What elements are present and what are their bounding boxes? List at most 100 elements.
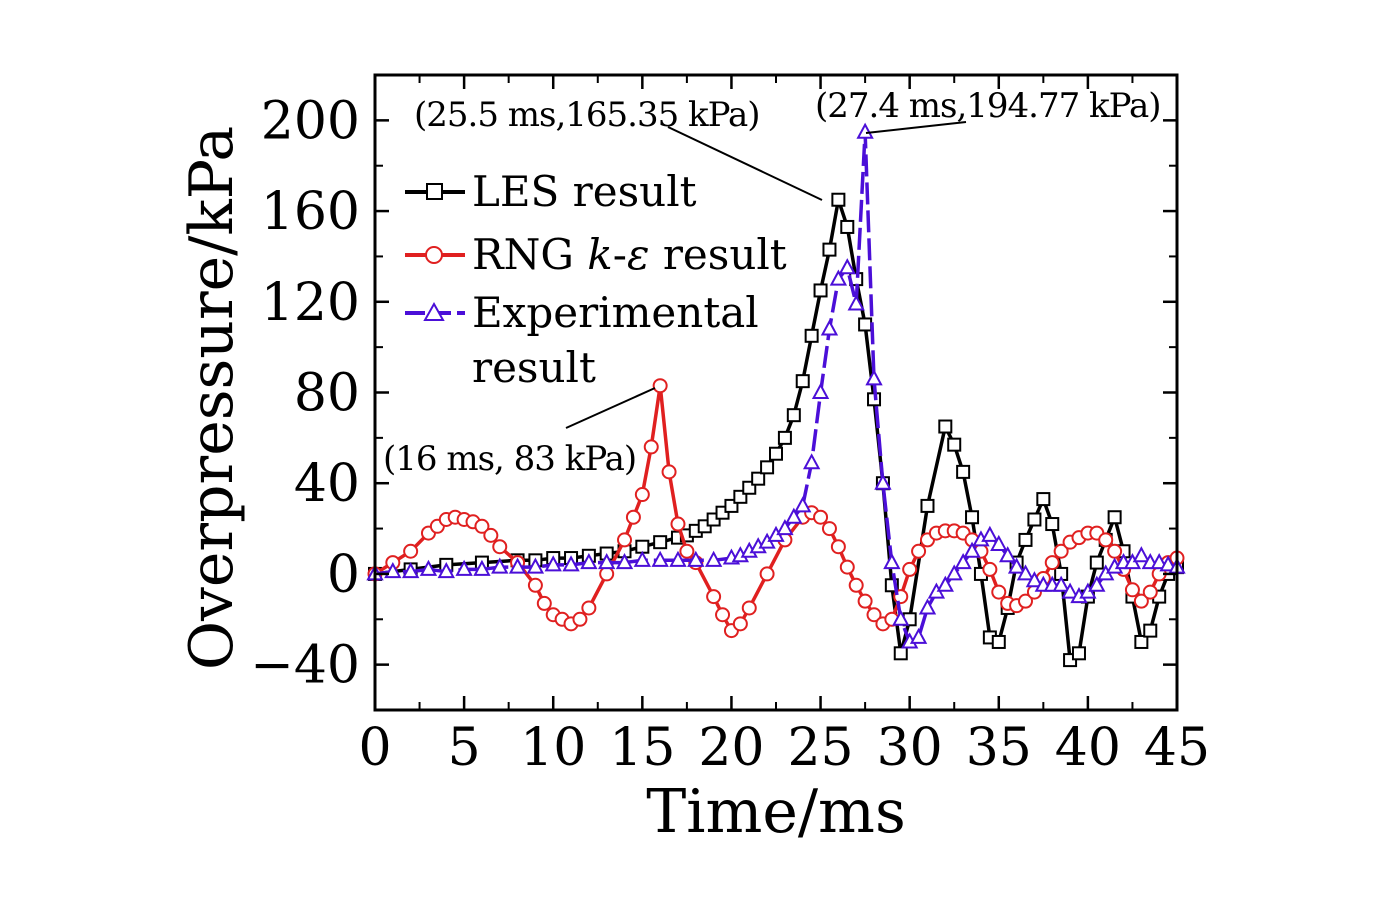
legend-item-les: LES result — [405, 167, 697, 216]
data-point-2-35 — [856, 122, 874, 139]
data-point-0-63 — [1134, 634, 1149, 649]
series-2 — [366, 122, 1186, 649]
data-point-2-45 — [945, 564, 963, 581]
data-point-1-25 — [652, 378, 668, 394]
data-point-2-7 — [491, 557, 509, 574]
data-point-2-1 — [384, 562, 402, 579]
data-point-2-36 — [865, 369, 883, 386]
data-point-2-53 — [1016, 564, 1035, 581]
data-point-1-39 — [813, 509, 829, 525]
data-point-2-41 — [909, 627, 928, 644]
data-point-1-23 — [634, 487, 650, 503]
data-point-2-57 — [1052, 575, 1070, 592]
data-point-1-19 — [581, 600, 597, 616]
data-point-0-24 — [769, 446, 783, 461]
x-tick-label-2: 10 — [520, 718, 586, 778]
data-point-2-19 — [704, 550, 723, 567]
data-point-2-10 — [544, 555, 562, 572]
data-point-2-11 — [562, 555, 580, 572]
data-point-1-66 — [1053, 543, 1069, 559]
data-point-2-26 — [776, 518, 794, 536]
legend-exp-label-line2: result — [472, 343, 596, 392]
data-point-2-9 — [526, 557, 545, 574]
data-point-2-54 — [1025, 571, 1044, 588]
data-point-0-43 — [956, 464, 971, 479]
data-point-1-71 — [1098, 532, 1114, 548]
data-point-1-9 — [474, 518, 490, 534]
data-point-0-56 — [1071, 646, 1086, 661]
data-point-0-53 — [1045, 517, 1060, 532]
x-tick-label-3: 15 — [609, 718, 675, 778]
x-tick-label-5: 25 — [787, 718, 853, 778]
data-point-2-50 — [990, 534, 1008, 551]
data-point-1-34 — [741, 600, 757, 616]
data-point-1-11 — [492, 539, 508, 555]
data-point-0-22 — [751, 471, 766, 486]
legend-exp-label-line1: Experimental — [472, 288, 759, 337]
data-point-2-61 — [1088, 575, 1106, 592]
data-point-2-15 — [633, 550, 652, 567]
data-point-0-42 — [947, 437, 962, 452]
data-point-1-14 — [536, 595, 552, 611]
data-point-2-33 — [838, 258, 856, 275]
data-point-2-66 — [1132, 546, 1151, 563]
data-point-1-50 — [911, 543, 927, 559]
data-point-0-50 — [1018, 532, 1033, 547]
data-point-0-47 — [991, 634, 1006, 649]
data-point-1-31 — [715, 607, 731, 623]
data-point-1-26 — [661, 464, 677, 480]
data-point-2-18 — [687, 550, 705, 567]
x-axis-label: Time/ms — [646, 777, 906, 847]
x-tick-label-6: 30 — [877, 718, 943, 778]
legend-rng-prefix: RNG — [472, 230, 587, 279]
data-point-2-17 — [669, 550, 687, 567]
legend-les-label: LES result — [472, 167, 697, 216]
data-point-2-46 — [954, 552, 972, 570]
data-point-2-52 — [1007, 557, 1026, 574]
data-point-2-69 — [1159, 555, 1177, 572]
data-point-2-29 — [802, 453, 821, 470]
data-point-2-27 — [785, 507, 803, 524]
data-point-1-2 — [403, 543, 419, 559]
data-point-2-31 — [820, 319, 839, 336]
data-point-2-6 — [473, 559, 491, 576]
data-point-0-12 — [653, 535, 668, 550]
data-point-0-60 — [1107, 510, 1122, 525]
annotation-leader-exp-peak — [865, 121, 967, 134]
data-point-0-25 — [777, 430, 792, 445]
legend-item-rng: RNG k-ε result — [405, 230, 787, 279]
data-point-1-40 — [821, 521, 837, 537]
data-point-1-74 — [1124, 582, 1140, 598]
data-point-2-14 — [615, 552, 634, 570]
legend-item-experimental: Experimental result — [405, 288, 759, 392]
data-point-0-26 — [786, 408, 801, 423]
y-axis-label: Overpressure/kPa — [177, 126, 247, 670]
data-point-0-30 — [822, 242, 837, 257]
data-point-0-31 — [831, 192, 846, 207]
annotation-leader-les-peak — [667, 126, 823, 201]
y-tick-label-6: 200 — [261, 91, 360, 151]
data-point-2-51 — [999, 546, 1017, 563]
data-point-0-64 — [1143, 623, 1158, 638]
y-tick-label-4: 120 — [261, 273, 360, 333]
data-point-1-75 — [1133, 593, 1149, 609]
data-point-1-76 — [1142, 584, 1158, 600]
data-point-2-28 — [794, 496, 812, 513]
data-point-2-39 — [892, 609, 910, 626]
annotation-leader-rng-peak — [565, 387, 656, 429]
data-point-1-43 — [848, 577, 864, 593]
data-point-2-58 — [1061, 582, 1079, 599]
data-point-1-10 — [483, 527, 499, 543]
legend-rng-k: k — [587, 230, 612, 279]
data-point-2-68 — [1150, 552, 1168, 570]
x-tick-label-4: 20 — [698, 718, 764, 778]
data-point-2-3 — [419, 559, 438, 576]
y-tick-label-1: 0 — [327, 545, 360, 605]
x-tick-label-0: 0 — [358, 718, 391, 778]
x-tick-label-9: 45 — [1144, 718, 1210, 778]
annotation-les-peak: (25.5 ms,165.35 kPa) — [414, 95, 760, 135]
data-point-2-44 — [936, 575, 954, 592]
legend: LES result RNG k-ε result Experimental r… — [405, 167, 787, 392]
